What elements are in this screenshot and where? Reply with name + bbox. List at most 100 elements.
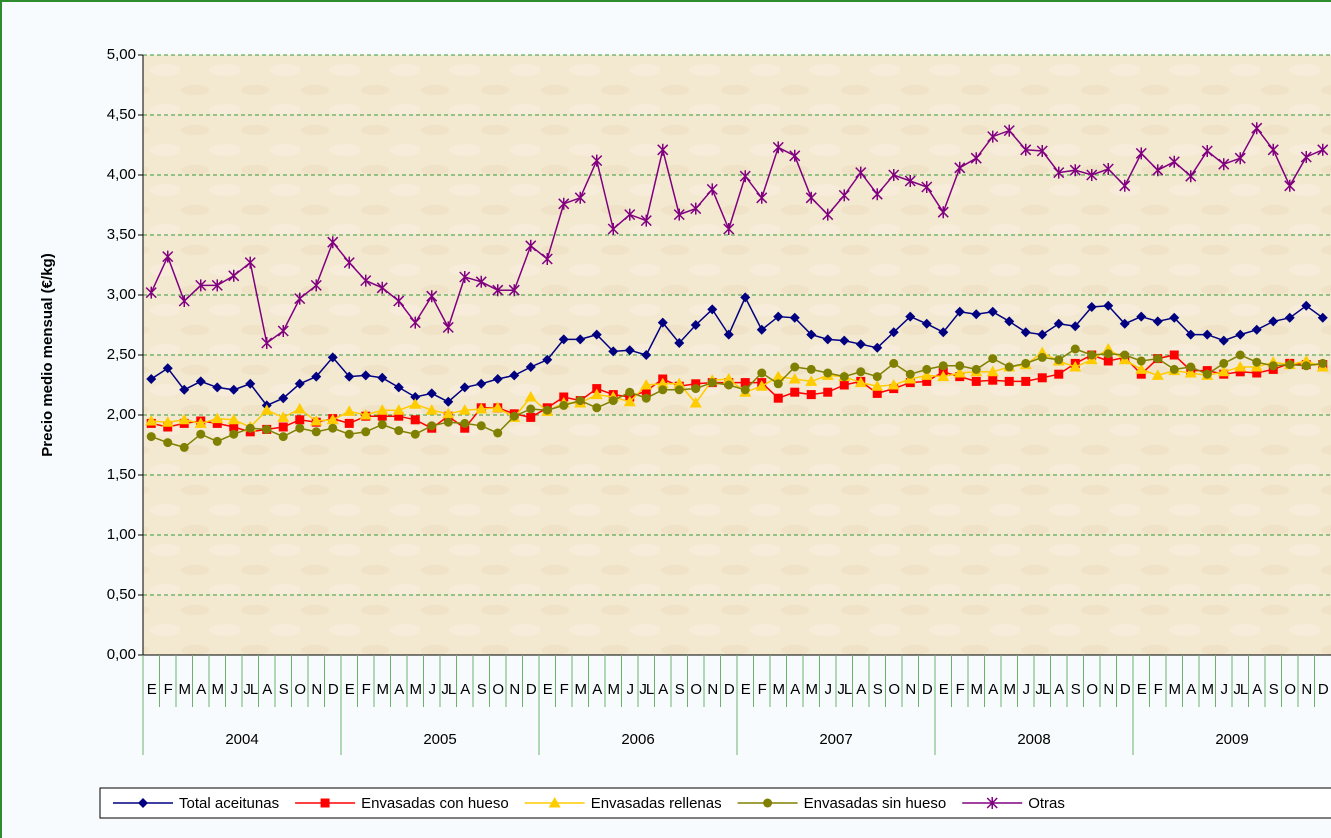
marker	[921, 181, 933, 193]
marker	[1268, 361, 1278, 371]
marker	[823, 387, 833, 397]
marker	[608, 346, 619, 357]
marker	[245, 423, 255, 433]
marker	[278, 393, 289, 404]
marker	[344, 429, 354, 439]
marker	[658, 385, 668, 395]
year-label: 2006	[621, 731, 654, 748]
marker	[1151, 369, 1164, 380]
x-tick-label: O	[888, 681, 899, 698]
marker	[937, 370, 950, 382]
marker	[460, 418, 470, 428]
x-tick-label: M	[179, 681, 191, 698]
y-tick-label: 4,50	[107, 106, 136, 123]
marker	[938, 361, 948, 371]
x-tick-label: A	[790, 681, 800, 698]
x-tick-label: S	[1269, 681, 1279, 698]
marker	[138, 798, 148, 808]
marker	[261, 337, 273, 349]
marker	[592, 403, 602, 413]
marker	[790, 387, 800, 397]
marker	[740, 385, 750, 395]
marker	[937, 206, 949, 219]
marker	[1202, 329, 1213, 340]
marker	[1103, 300, 1114, 311]
x-tick-label: A	[592, 681, 602, 698]
marker	[1301, 300, 1312, 311]
marker	[360, 370, 371, 381]
marker	[755, 380, 768, 391]
marker	[320, 798, 330, 808]
marker	[574, 191, 586, 204]
legend-label: Otras	[1028, 795, 1065, 812]
marker	[327, 236, 339, 249]
x-tick-label: N	[1301, 681, 1311, 698]
x-tick-label: F	[758, 681, 767, 698]
y-tick-label: 3,50	[107, 226, 136, 243]
marker	[806, 329, 817, 340]
marker	[1020, 143, 1032, 156]
marker	[856, 367, 866, 377]
series	[145, 122, 1329, 349]
marker	[1135, 147, 1147, 160]
marker	[393, 382, 404, 393]
marker	[211, 279, 223, 292]
marker	[888, 327, 899, 338]
marker	[854, 376, 867, 388]
marker	[690, 202, 702, 215]
marker	[1169, 364, 1179, 374]
marker	[295, 423, 305, 433]
marker	[691, 384, 701, 394]
x-tick-label: D	[328, 681, 339, 698]
marker	[327, 352, 338, 363]
marker	[1251, 324, 1262, 335]
marker	[310, 279, 322, 292]
marker	[277, 411, 290, 422]
x-tick-label: A	[658, 681, 668, 698]
marker	[1235, 367, 1245, 377]
marker	[1070, 344, 1080, 354]
marker	[442, 321, 454, 334]
marker	[624, 208, 636, 221]
marker	[623, 395, 636, 407]
marker	[178, 295, 190, 307]
marker	[641, 350, 652, 360]
marker	[1003, 124, 1015, 137]
marker	[1153, 354, 1163, 364]
marker	[162, 363, 173, 374]
marker	[244, 256, 256, 269]
x-tick-label: F	[164, 681, 173, 698]
y-axis-title: Precio medio mensual (€/kg)	[39, 253, 56, 456]
marker	[722, 373, 735, 384]
marker	[772, 141, 784, 154]
marker	[542, 405, 552, 415]
marker	[1301, 361, 1311, 371]
marker	[657, 317, 668, 328]
series	[146, 344, 1328, 452]
marker	[1185, 170, 1197, 183]
marker	[229, 429, 239, 439]
marker	[212, 382, 223, 393]
x-tick-label: M	[806, 681, 818, 698]
x-tick-label: JL	[441, 681, 456, 698]
marker	[1086, 169, 1098, 181]
x-tick-label: A	[196, 681, 206, 698]
marker	[361, 427, 371, 437]
x-tick-label: O	[294, 681, 305, 698]
marker	[641, 393, 651, 403]
marker	[689, 397, 702, 408]
marker	[1120, 350, 1130, 360]
marker	[1136, 369, 1146, 379]
marker	[161, 416, 174, 427]
marker	[1202, 369, 1212, 379]
marker	[311, 427, 321, 437]
marker	[1070, 321, 1081, 332]
marker	[988, 354, 998, 364]
marker	[178, 413, 191, 425]
marker	[146, 432, 156, 442]
marker	[855, 166, 867, 179]
marker	[838, 189, 850, 202]
marker	[739, 170, 751, 183]
marker	[839, 372, 849, 382]
x-tick-label: A	[856, 681, 866, 698]
